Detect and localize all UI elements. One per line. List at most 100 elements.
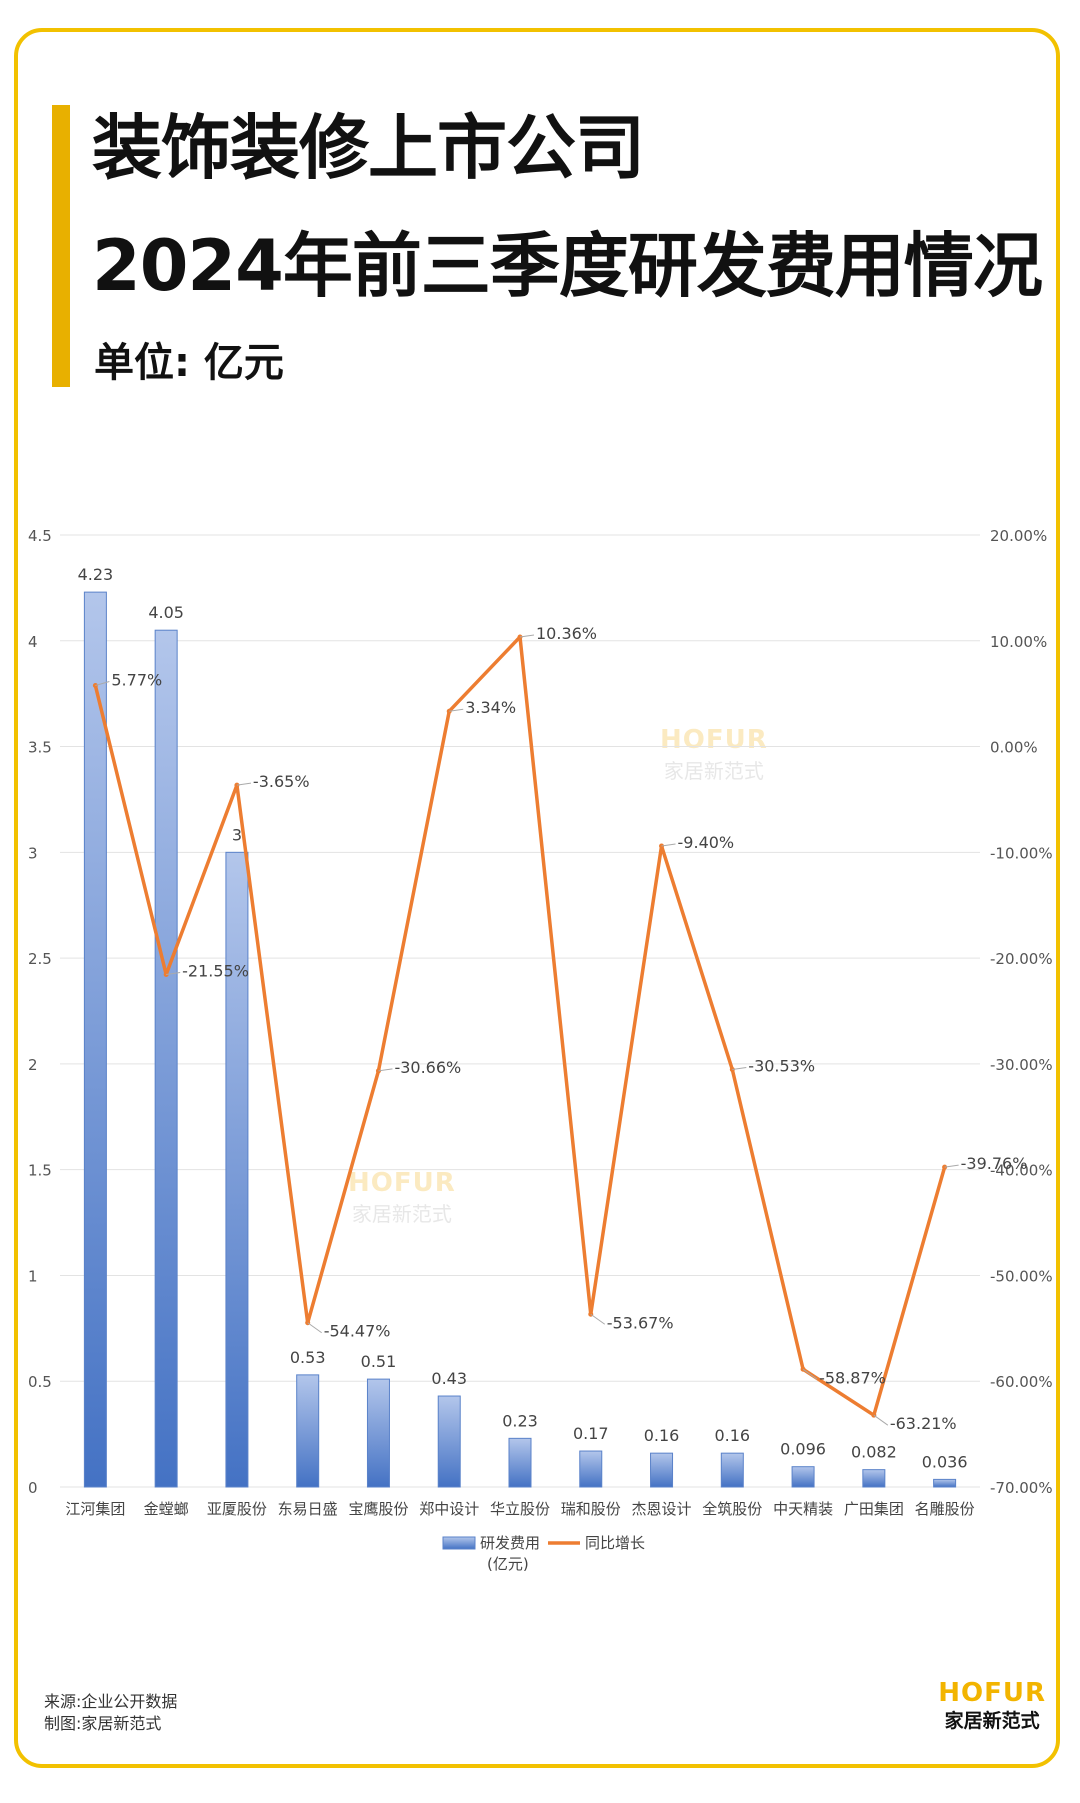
line-label-leader <box>661 843 676 847</box>
line-label-leader <box>307 1322 322 1334</box>
page-title: 装饰装修上市公司 <box>92 107 645 189</box>
bar <box>225 851 249 1488</box>
line-label-leader <box>732 1067 747 1070</box>
line-value-label: -53.67% <box>607 1313 674 1332</box>
line-label-leader <box>519 634 535 638</box>
bar <box>508 1437 532 1488</box>
y-left-tick-label: 2 <box>28 1056 38 1074</box>
y-left-tick-label: 2.5 <box>28 950 52 968</box>
legend-bar-label: 研发费用 <box>480 1534 540 1552</box>
line-label-leader <box>873 1414 889 1426</box>
line-value-label: -39.76% <box>961 1154 1028 1173</box>
card-frame <box>14 28 1060 1768</box>
category-label: 华立股份 <box>490 1500 550 1518</box>
category-label: 全筑股份 <box>702 1500 762 1518</box>
bar-value-label: 3 <box>232 825 242 844</box>
y-right-tick-label: -40.00% <box>990 1162 1053 1180</box>
bar <box>579 1450 603 1488</box>
line-label-leader <box>449 708 464 712</box>
bar-value-label: 0.16 <box>644 1426 680 1445</box>
bar <box>791 1466 815 1488</box>
y-right-tick-label: -10.00% <box>990 844 1053 862</box>
bar <box>862 1469 886 1488</box>
bar <box>154 629 178 1488</box>
bar-value-label: 0.23 <box>502 1411 538 1430</box>
line-label-leader <box>166 972 181 976</box>
bar-value-label: 4.23 <box>78 565 114 584</box>
y-right-tick-label: -60.00% <box>990 1373 1053 1391</box>
bar <box>437 1395 461 1488</box>
y-left-tick-label: 3 <box>28 844 38 862</box>
bar <box>83 591 107 1488</box>
bar <box>720 1452 744 1488</box>
y-right-tick-label: -70.00% <box>990 1479 1053 1497</box>
title-accent-bar <box>52 105 70 387</box>
category-label: 东易日盛 <box>278 1500 338 1518</box>
watermark: HOFUR 家居新范式 <box>348 1168 456 1226</box>
source-note: 来源:企业公开数据 <box>44 1692 178 1711</box>
bar <box>366 1378 390 1488</box>
y-right-tick-label: -20.00% <box>990 950 1053 968</box>
y-left-tick-label: 4.5 <box>28 527 52 545</box>
unit-label: 单位: 亿元 <box>94 340 284 386</box>
line-label-leader <box>95 681 110 687</box>
category-label: 郑中设计 <box>419 1500 479 1518</box>
bar-value-label: 0.53 <box>290 1348 326 1367</box>
bar-value-label: 0.082 <box>851 1443 897 1462</box>
page-subtitle: 2024年前三季度研发费用情况 <box>92 225 1043 307</box>
line-value-label: -58.87% <box>819 1368 886 1387</box>
line-label-leader <box>236 782 251 786</box>
bar-value-label: 0.43 <box>431 1369 467 1388</box>
y-left-tick-label: 0 <box>28 1479 38 1497</box>
line-value-label: 3.34% <box>465 698 516 717</box>
category-label: 金螳螂 <box>144 1500 189 1518</box>
line-value-label: -63.21% <box>890 1414 957 1433</box>
line-label-leader <box>802 1368 818 1380</box>
category-label: 杰恩设计 <box>632 1500 692 1518</box>
bar-value-label: 4.05 <box>148 603 184 622</box>
y-right-tick-label: -30.00% <box>990 1056 1053 1074</box>
y-left-tick-label: 0.5 <box>28 1373 52 1391</box>
category-label: 广田集团 <box>844 1500 904 1518</box>
category-label: 江河集团 <box>65 1500 125 1518</box>
legend-bar-swatch <box>442 1536 476 1550</box>
y-left-tick-label: 1.5 <box>28 1162 52 1180</box>
y-right-tick-label: 20.00% <box>990 527 1047 545</box>
made-by-note: 制图:家居新范式 <box>44 1714 162 1733</box>
line-value-label: -21.55% <box>182 962 249 981</box>
bar-value-label: 0.16 <box>714 1426 750 1445</box>
line-label-leader <box>590 1313 606 1325</box>
bar <box>296 1374 320 1488</box>
category-label: 名雕股份 <box>915 1500 975 1518</box>
bar <box>933 1478 957 1488</box>
line-value-label: -3.65% <box>253 772 310 791</box>
growth-line <box>93 635 947 1417</box>
brand-logo: HOFUR 家居新范式 <box>938 1678 1046 1732</box>
legend-bar-label: (亿元) <box>487 1555 529 1573</box>
line-value-label: 5.77% <box>111 671 162 690</box>
y-right-tick-label: 10.00% <box>990 633 1047 651</box>
legend-line-label: 同比增长 <box>585 1534 645 1552</box>
line-value-label: -30.66% <box>394 1058 461 1077</box>
line-label-leader <box>944 1164 959 1168</box>
watermark: HOFUR 家居新范式 <box>660 725 768 783</box>
line-value-label: -30.53% <box>748 1056 815 1075</box>
line-value-label: 10.36% <box>536 624 597 643</box>
line-value-label: -9.40% <box>678 833 735 852</box>
line-value-label: -54.47% <box>324 1322 391 1341</box>
category-label: 宝鹰股份 <box>348 1500 408 1518</box>
category-label: 中天精装 <box>773 1500 833 1518</box>
line-label-leader <box>378 1068 393 1072</box>
y-left-tick-label: 3.5 <box>28 739 52 757</box>
y-right-tick-label: 0.00% <box>990 739 1038 757</box>
y-left-tick-label: 4 <box>28 633 38 651</box>
bar-value-label: 0.17 <box>573 1424 609 1443</box>
bar <box>650 1452 674 1488</box>
y-left-tick-label: 1 <box>28 1267 38 1285</box>
y-right-tick-label: -50.00% <box>990 1267 1053 1285</box>
category-label: 瑞和股份 <box>561 1500 621 1518</box>
bar-value-label: 0.51 <box>361 1352 397 1371</box>
bar-value-label: 0.096 <box>780 1440 826 1459</box>
bar-value-label: 0.036 <box>922 1452 968 1471</box>
